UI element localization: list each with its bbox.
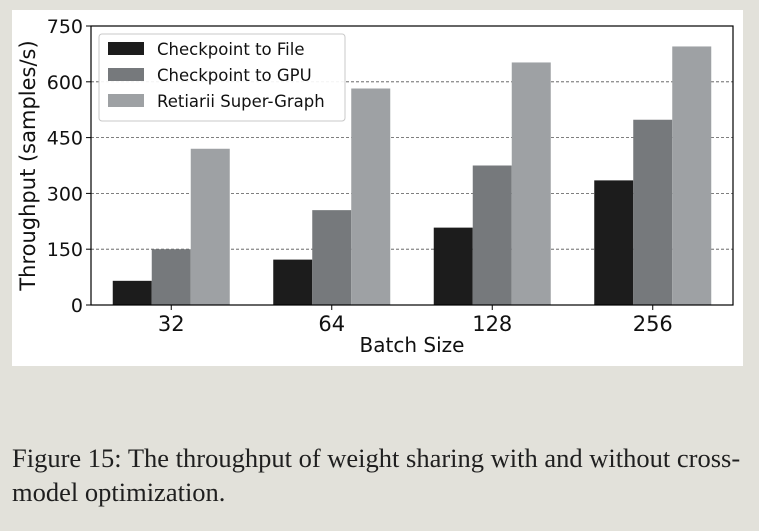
- bar: [151, 249, 191, 305]
- bar: [672, 46, 712, 306]
- bar: [594, 180, 634, 305]
- x-tick-label: 32: [158, 312, 185, 336]
- bars: [112, 46, 712, 306]
- bar: [273, 259, 313, 305]
- y-ticks: 0 150 300 450 600 750: [47, 16, 91, 317]
- legend-label: Checkpoint to File: [157, 40, 305, 59]
- y-tick-label: 300: [47, 183, 83, 205]
- y-tick-label: 150: [47, 239, 83, 261]
- legend: Checkpoint to File Checkpoint to GPU Retia…: [98, 33, 346, 122]
- legend-box: [98, 33, 346, 122]
- y-axis-label: Throughput (samples/s): [16, 40, 40, 291]
- figure-panel: 0 150 300 450 600 750 32 64 128 256 Throughput (…: [12, 10, 743, 366]
- bar: [112, 280, 152, 305]
- x-tick-label: 64: [318, 312, 345, 336]
- bar: [633, 119, 673, 305]
- y-tick-label: 450: [47, 128, 83, 150]
- legend-swatch: [108, 94, 144, 107]
- bar: [190, 148, 230, 305]
- legend-label: Checkpoint to GPU: [157, 66, 312, 85]
- y-tick-label: 0: [71, 295, 83, 317]
- legend-swatch: [108, 68, 144, 81]
- plot-frame: [90, 25, 734, 306]
- legend-swatch: [108, 42, 144, 55]
- x-axis-label: Batch Size: [360, 333, 465, 357]
- x-ticks: 32 64 128 256: [158, 305, 673, 336]
- bar: [511, 62, 551, 306]
- y-tick-label: 750: [47, 16, 83, 38]
- legend-label: Retiarii Super-Graph: [157, 92, 325, 111]
- bar: [433, 227, 473, 305]
- bar: [312, 210, 352, 305]
- throughput-bar-chart: 0 150 300 450 600 750 32 64 128 256 Throughput (…: [16, 16, 734, 357]
- bar: [472, 165, 512, 305]
- y-tick-label: 600: [47, 72, 83, 94]
- x-tick-label: 256: [633, 312, 673, 336]
- figure-caption: Figure 15: The throughput of weight shar…: [12, 443, 741, 507]
- bar: [351, 88, 391, 305]
- x-tick-label: 128: [472, 312, 512, 336]
